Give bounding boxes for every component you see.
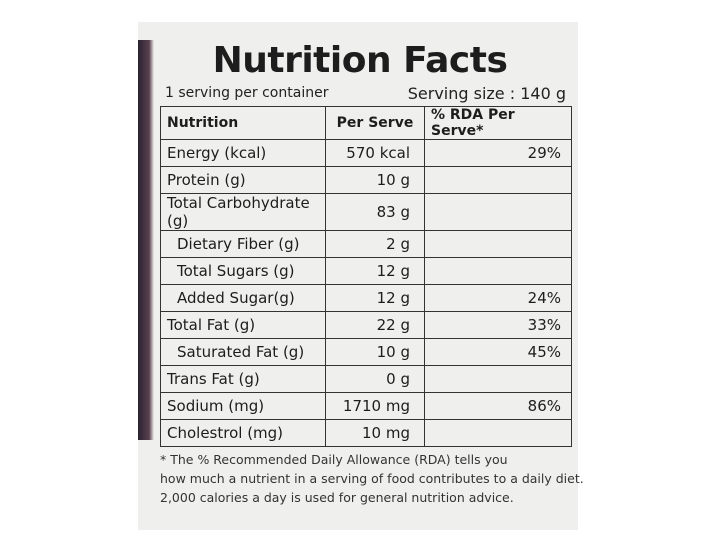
serving-size: Serving size : 140 g bbox=[407, 84, 566, 103]
table-cell: 33% bbox=[424, 311, 572, 339]
table-cell: 22 g bbox=[325, 311, 425, 339]
table-row: Trans Fat (g) 0 g bbox=[160, 365, 572, 393]
table-cell: Sodium (mg) bbox=[160, 392, 326, 420]
column-header: Per Serve bbox=[325, 106, 425, 140]
title: Nutrition Facts bbox=[212, 40, 508, 81]
table-cell: 1710 mg bbox=[325, 392, 425, 420]
table-cell: Dietary Fiber (g) bbox=[160, 230, 326, 258]
table-cell bbox=[424, 193, 572, 231]
table-cell: 12 g bbox=[325, 257, 425, 285]
table-cell: 10 g bbox=[325, 166, 425, 194]
table-cell bbox=[424, 166, 572, 194]
table-cell: Total Carbohydrate (g) bbox=[160, 193, 326, 231]
table-cell: 86% bbox=[424, 392, 572, 420]
table-row: Cholestrol (mg) 10 mg bbox=[160, 419, 572, 447]
table-cell: 10 g bbox=[325, 338, 425, 366]
footnote-line: how much a nutrient in a serving of food… bbox=[160, 471, 584, 486]
table-cell: Cholestrol (mg) bbox=[160, 419, 326, 447]
table-cell: Trans Fat (g) bbox=[160, 365, 326, 393]
table-row: Energy (kcal) 570 kcal 29% bbox=[160, 139, 572, 167]
nutrition-table: Nutrition Per Serve% RDA Per Serve* Energy… bbox=[160, 106, 572, 447]
table-row: Dietary Fiber (g) 2 g bbox=[160, 230, 572, 258]
footnote: * The % Recommended Daily Allowance (RDA… bbox=[160, 450, 584, 507]
table-cell: 29% bbox=[424, 139, 572, 167]
servings: 1 serving per container bbox=[165, 85, 329, 101]
table-row: Added Sugar(g) 12 g 24% bbox=[160, 284, 572, 312]
table-cell: 0 g bbox=[325, 365, 425, 393]
table-row: Sodium (mg) 1710 mg 86% bbox=[160, 392, 572, 420]
footnote-line: 2,000 calories a day is used for general… bbox=[160, 490, 514, 505]
table-row: Saturated Fat (g) 10 g 45% bbox=[160, 338, 572, 366]
table-cell bbox=[424, 419, 572, 447]
table-cell: 83 g bbox=[325, 193, 425, 231]
column-header: Nutrition bbox=[160, 106, 326, 140]
table-cell: 2 g bbox=[325, 230, 425, 258]
table-cell: Added Sugar(g) bbox=[160, 284, 326, 312]
table-cell: Protein (g) bbox=[160, 166, 326, 194]
table-cell bbox=[424, 257, 572, 285]
table-row: Total Carbohydrate (g) 83 g bbox=[160, 193, 572, 231]
table-cell: Total Fat (g) bbox=[160, 311, 326, 339]
table-cell: Saturated Fat (g) bbox=[160, 338, 326, 366]
table-cell: 12 g bbox=[325, 284, 425, 312]
header-row: Nutrition Per Serve% RDA Per Serve* bbox=[160, 106, 572, 140]
table-cell bbox=[424, 230, 572, 258]
table-cell: Total Sugars (g) bbox=[160, 257, 326, 285]
table-row: Total Fat (g) 22 g 33% bbox=[160, 311, 572, 339]
package-edge bbox=[138, 40, 154, 440]
table-cell bbox=[424, 365, 572, 393]
footnote-line: * The % Recommended Daily Allowance (RDA… bbox=[160, 452, 508, 467]
table-cell: 570 kcal bbox=[325, 139, 425, 167]
table-row: Total Sugars (g) 12 g bbox=[160, 257, 572, 285]
table-cell: 45% bbox=[424, 338, 572, 366]
table-cell: 24% bbox=[424, 284, 572, 312]
table-row: Protein (g) 10 g bbox=[160, 166, 572, 194]
column-header: % RDA Per Serve* bbox=[424, 106, 572, 140]
table-cell: 10 mg bbox=[325, 419, 425, 447]
table-cell: Energy (kcal) bbox=[160, 139, 326, 167]
